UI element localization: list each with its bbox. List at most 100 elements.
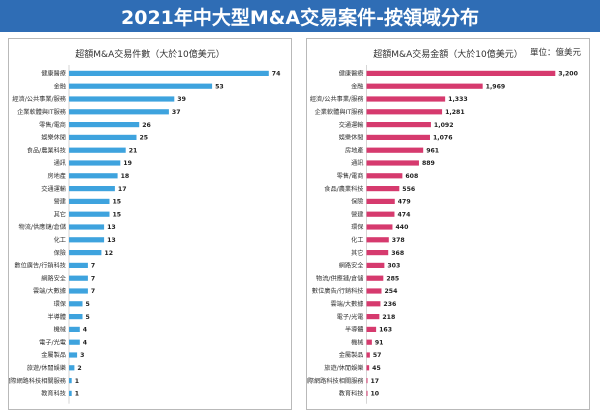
amount-value-label: 163 bbox=[379, 327, 392, 334]
amount-category-label: 交通運輸 bbox=[339, 121, 365, 129]
count-value-label: 1 bbox=[75, 378, 79, 385]
amount-tick-label: -500 bbox=[330, 409, 344, 410]
count-category-label: 化工 bbox=[54, 236, 66, 244]
count-value-label: 13 bbox=[107, 224, 116, 231]
count-bar bbox=[69, 352, 78, 358]
count-bar bbox=[69, 122, 140, 128]
amount-value-label: 378 bbox=[392, 237, 405, 244]
amount-category-label: 網路安全 bbox=[339, 262, 365, 270]
amount-bar bbox=[366, 160, 419, 166]
deal-count-chart-title: 超額M&A交易件數（大於10億美元） bbox=[75, 50, 225, 60]
count-bar bbox=[69, 339, 80, 345]
count-category-label: 企業軟體與IT服務 bbox=[17, 108, 67, 116]
amount-bar bbox=[366, 275, 384, 281]
amount-category-label: 食品/農業科技 bbox=[324, 185, 363, 193]
amount-category-label: 電子/光電 bbox=[337, 313, 364, 321]
count-value-label: 7 bbox=[91, 275, 95, 282]
count-category-label: 金屬製品 bbox=[41, 351, 66, 359]
amount-category-label: 半導體 bbox=[345, 326, 364, 334]
amount-value-label: 479 bbox=[398, 199, 411, 206]
count-value-label: 12 bbox=[104, 250, 113, 257]
count-category-label: 旅遊/休閒娛樂 bbox=[27, 364, 67, 372]
count-category-label: 金融 bbox=[54, 82, 66, 90]
deal-count-chart-panel: 超額M&A交易件數（大於10億美元） 健康醫療 74 金融 53 經濟/公共事業/服務 3… bbox=[8, 38, 292, 410]
count-category-label: 其它 bbox=[54, 210, 66, 218]
count-category-label: 網路安全 bbox=[41, 274, 67, 282]
count-bar bbox=[69, 147, 126, 153]
count-bar bbox=[69, 70, 269, 76]
amount-value-label: 57 bbox=[373, 352, 382, 359]
count-bar bbox=[69, 186, 115, 192]
amount-bar bbox=[366, 365, 370, 371]
amount-value-label: 91 bbox=[375, 339, 384, 346]
amount-category-label: 環保 bbox=[351, 223, 364, 231]
amount-value-label: 474 bbox=[397, 211, 411, 218]
amount-category-label: 保險 bbox=[351, 198, 363, 206]
count-value-label: 17 bbox=[118, 186, 127, 193]
amount-tick-label: 0 bbox=[365, 409, 369, 410]
amount-category-label: 金屬製品 bbox=[339, 351, 364, 359]
amount-tick-label: 1,500 bbox=[446, 409, 463, 410]
page-title: 2021年中大型M&A交易案件-按領域分布 bbox=[121, 6, 479, 29]
amount-bar bbox=[366, 186, 400, 192]
count-category-label: 食品/農業科技 bbox=[27, 146, 66, 154]
amount-category-label: 教育科技 bbox=[339, 390, 364, 398]
amount-value-label: 1,969 bbox=[486, 83, 506, 90]
count-bar bbox=[69, 134, 137, 140]
count-category-label: 電子/光電 bbox=[39, 338, 66, 346]
amount-category-label: 娛樂休閒 bbox=[339, 134, 364, 142]
count-category-label: 半導體 bbox=[47, 313, 66, 321]
amount-value-label: 368 bbox=[391, 250, 404, 257]
count-value-label: 7 bbox=[91, 288, 95, 295]
count-value-label: 4 bbox=[83, 327, 88, 334]
amount-category-label: 化工 bbox=[351, 236, 363, 244]
count-tick-label: 50 bbox=[200, 409, 208, 410]
count-bar bbox=[69, 301, 83, 307]
count-bar bbox=[69, 288, 88, 294]
count-category-label: 物流/供應鏈/倉儲 bbox=[19, 223, 66, 231]
amount-category-label: 通訊 bbox=[351, 159, 363, 167]
amount-bar bbox=[366, 109, 443, 115]
deal-value-chart-title: 超額M&A交易金額（大於10億美元） bbox=[373, 50, 523, 60]
page-title-banner: 2021年中大型M&A交易案件-按領域分布 bbox=[0, 0, 600, 32]
count-bar bbox=[69, 365, 75, 371]
amount-bar bbox=[366, 122, 431, 128]
count-value-label: 3 bbox=[80, 352, 84, 359]
count-category-label: 數位廣告/行銷科技 bbox=[14, 262, 66, 270]
amount-value-label: 303 bbox=[387, 263, 400, 270]
count-category-label: 經濟/公共事業/服務 bbox=[12, 95, 66, 103]
amount-value-label: 254 bbox=[384, 288, 398, 295]
amount-category-label: 經濟/公共事業/服務 bbox=[310, 95, 364, 103]
count-value-label: 15 bbox=[113, 199, 122, 206]
count-value-label: 1 bbox=[75, 391, 79, 398]
amount-category-label: 雲端/大數據 bbox=[330, 300, 364, 308]
count-category-label: 營建 bbox=[54, 198, 66, 206]
count-tick-label: 0 bbox=[67, 409, 71, 410]
amount-bar bbox=[366, 390, 368, 396]
amount-value-label: 17 bbox=[371, 378, 380, 385]
count-bar bbox=[69, 314, 83, 320]
amount-category-label: 房地產 bbox=[345, 146, 364, 154]
amount-value-label: 285 bbox=[386, 275, 399, 282]
amount-value-label: 1,281 bbox=[445, 109, 465, 116]
count-value-label: 4 bbox=[83, 339, 88, 346]
amount-value-label: 1,333 bbox=[448, 96, 468, 103]
amount-tick-label: 2,500 bbox=[505, 409, 522, 410]
count-tick-label: 40 bbox=[173, 409, 181, 410]
amount-bar bbox=[366, 250, 389, 256]
amount-category-label: 物流/供應鏈/倉儲 bbox=[316, 274, 363, 282]
amount-bar bbox=[366, 96, 446, 102]
amount-value-label: 556 bbox=[402, 186, 415, 193]
count-bar bbox=[69, 160, 121, 166]
count-value-label: 37 bbox=[172, 109, 181, 116]
count-tick-label: 30 bbox=[146, 409, 154, 410]
count-bar bbox=[69, 262, 88, 268]
count-category-label: 教育科技 bbox=[41, 390, 66, 398]
count-category-label: 保險 bbox=[54, 249, 66, 257]
count-bar bbox=[69, 237, 105, 243]
count-category-label: 交通運輸 bbox=[41, 185, 67, 193]
amount-value-label: 1,092 bbox=[434, 122, 454, 129]
count-category-label: 房地產 bbox=[47, 172, 66, 180]
amount-value-label: 10 bbox=[371, 391, 380, 398]
count-category-label: 雲端/大數據 bbox=[33, 287, 67, 295]
